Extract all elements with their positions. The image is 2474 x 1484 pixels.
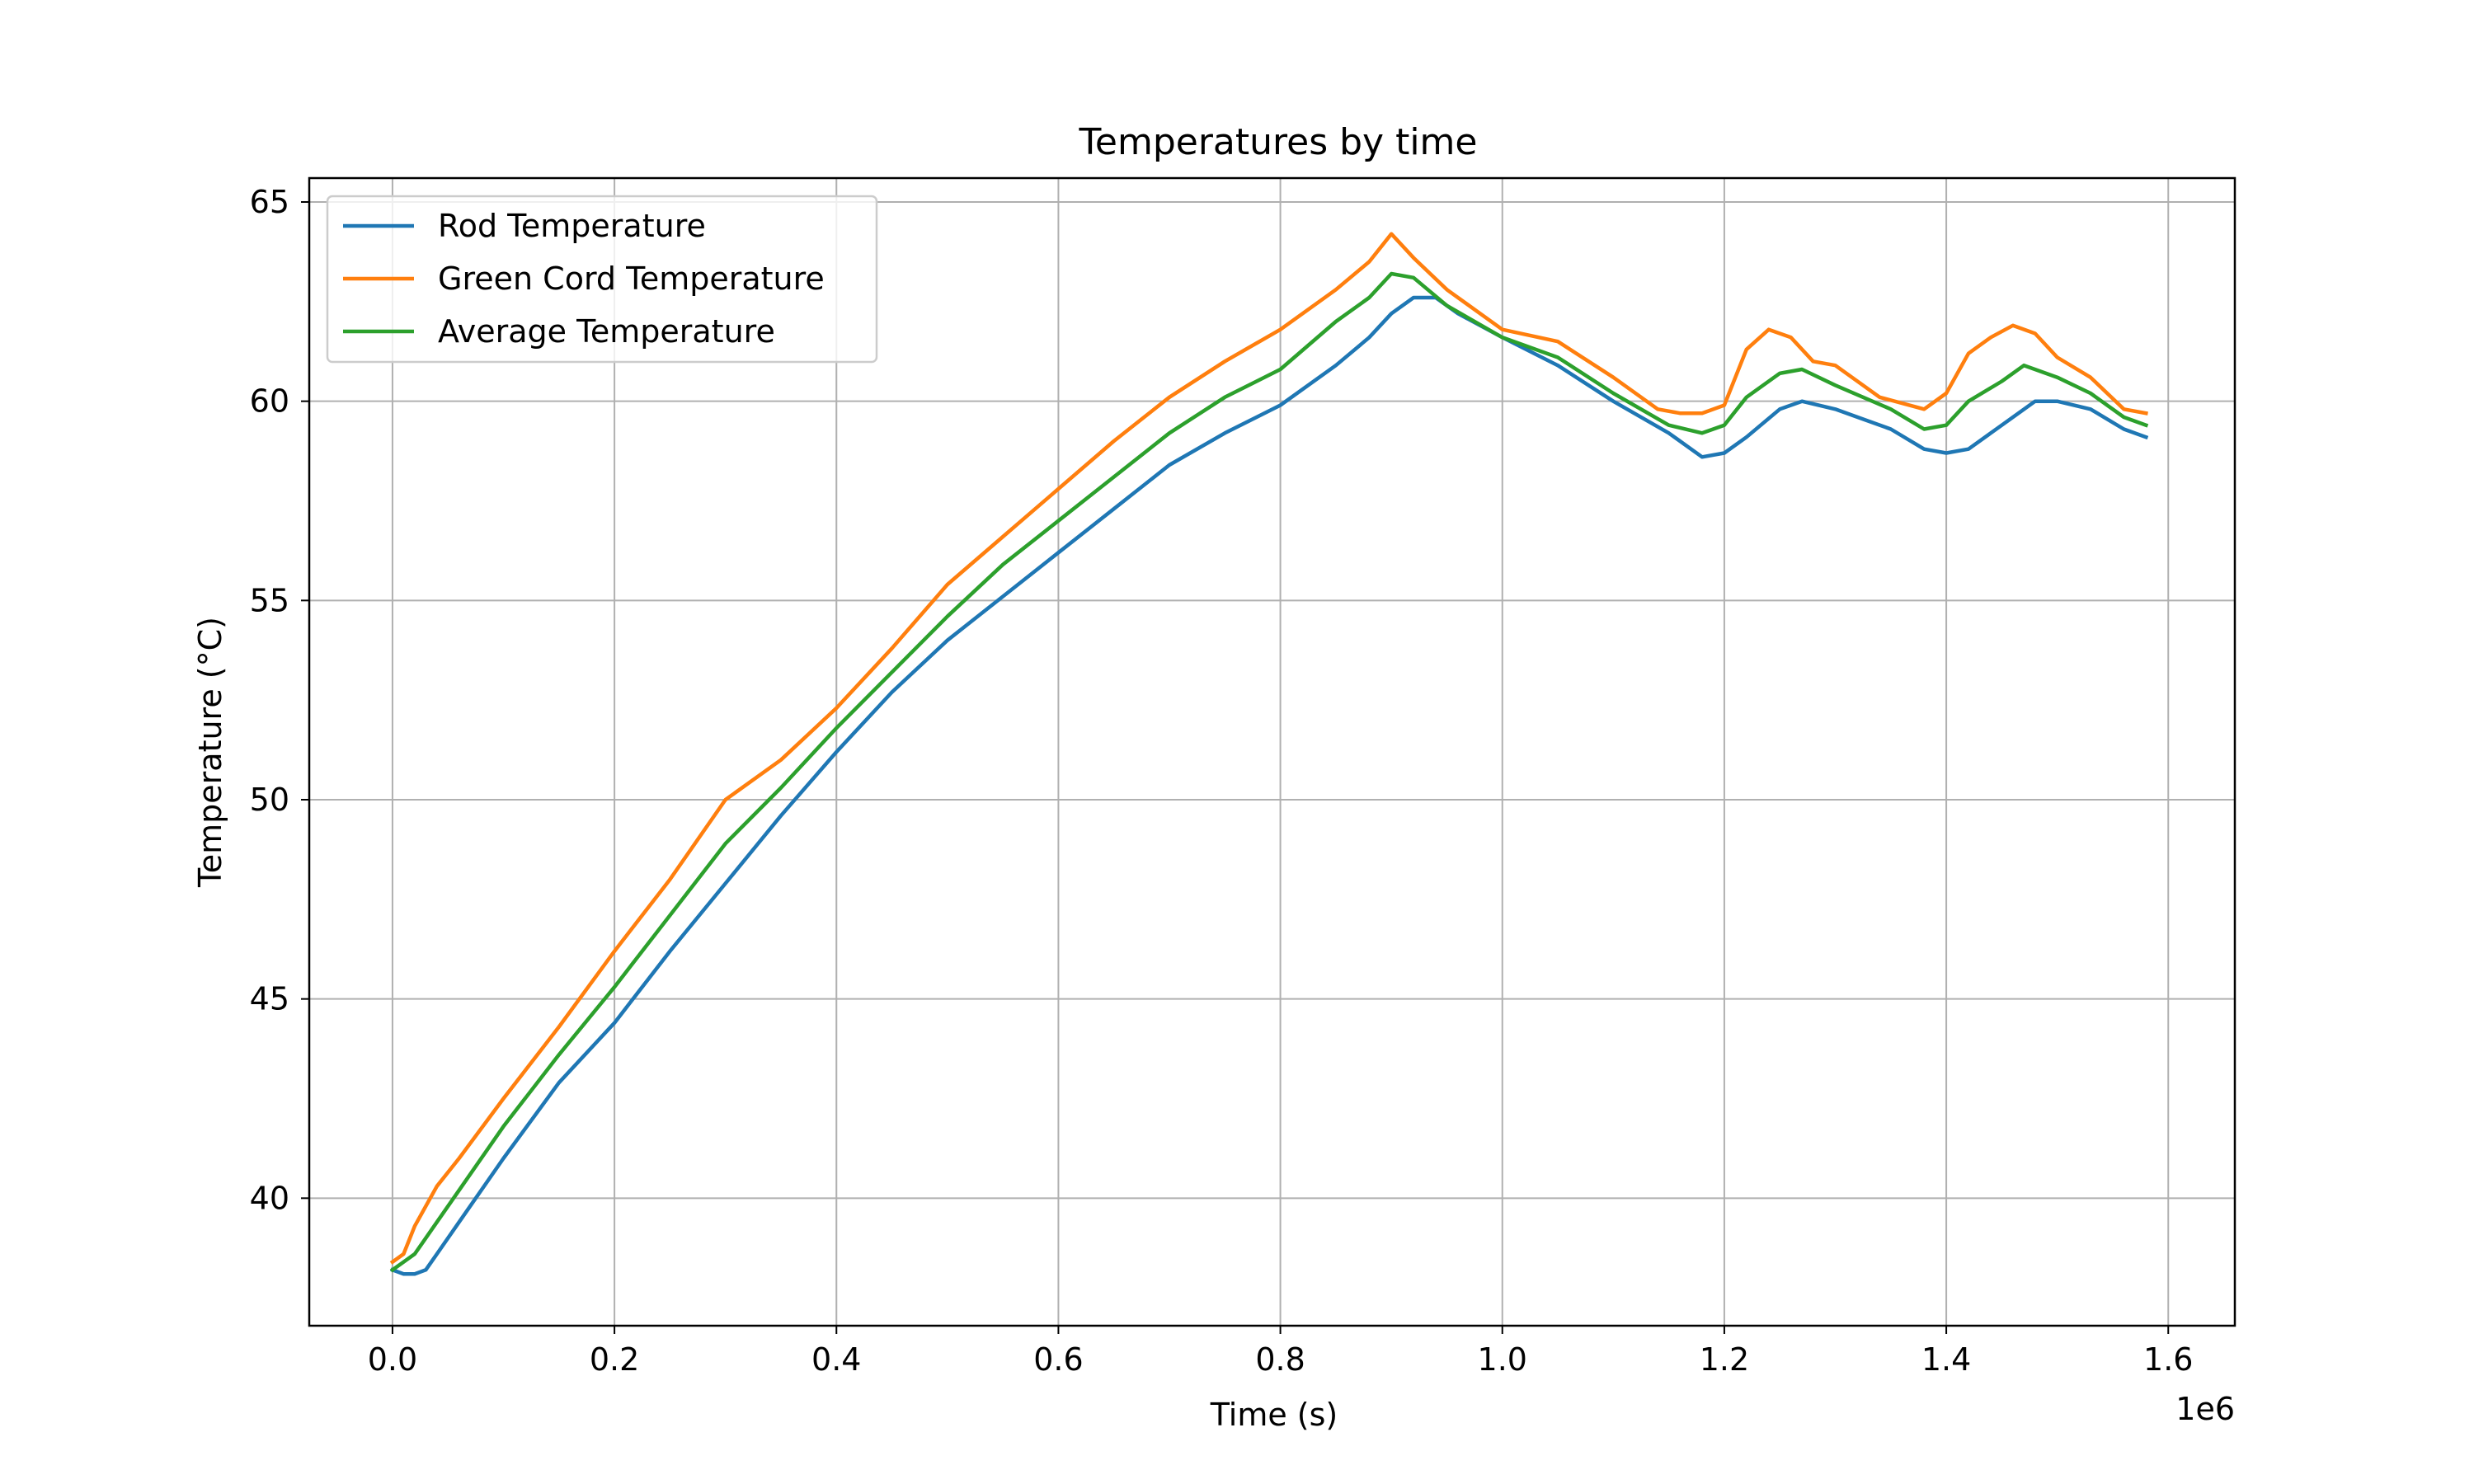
x-axis-label: Time (s)	[1210, 1397, 1338, 1433]
legend-label: Average Temperature	[438, 313, 775, 350]
legend-entries: Rod Temperature Green Cord Temperature Ave…	[343, 208, 825, 350]
x-tick-label: 0.4	[811, 1341, 861, 1378]
y-tick-label: 55	[250, 582, 289, 618]
x-tick-label: 0.6	[1033, 1341, 1083, 1378]
x-axis-ticks: 0.0 0.2 0.4 0.6 0.8 1.0 1.2 1.4 1.6	[368, 1326, 2193, 1378]
series-line-1	[389, 232, 2148, 1265]
series-line-0	[390, 295, 2149, 1276]
y-tick-label: 60	[250, 383, 289, 420]
y-axis-label: Temperature (°C)	[192, 617, 228, 888]
y-tick-label: 50	[250, 782, 289, 818]
legend-label: Rod Temperature	[438, 208, 706, 244]
y-tick-label: 65	[250, 184, 289, 220]
legend: Rod Temperature Green Cord Temperature Ave…	[326, 195, 878, 364]
x-tick-label: 0.2	[590, 1341, 639, 1378]
y-axis-ticks: 40 45 50 55 60 65	[250, 184, 309, 1216]
y-tick-label: 45	[250, 981, 289, 1017]
x-tick-label: 0.0	[368, 1341, 417, 1378]
x-tick-label: 1.2	[1700, 1341, 1749, 1378]
x-axis-offset-label: 1e6	[2175, 1391, 2235, 1427]
x-tick-label: 1.6	[2143, 1341, 2193, 1378]
legend-box	[326, 195, 878, 364]
plot-frame	[308, 176, 2236, 1327]
x-tick-label: 1.4	[1921, 1341, 1971, 1378]
series-lines	[389, 232, 2149, 1276]
grid	[309, 178, 2235, 1326]
legend-label: Green Cord Temperature	[438, 261, 825, 297]
y-tick-label: 40	[250, 1180, 289, 1216]
x-tick-label: 1.0	[1478, 1341, 1527, 1378]
series-line-2	[389, 271, 2149, 1273]
chart-title: Temperatures by time	[1079, 121, 1478, 163]
x-tick-label: 0.8	[1255, 1341, 1305, 1378]
